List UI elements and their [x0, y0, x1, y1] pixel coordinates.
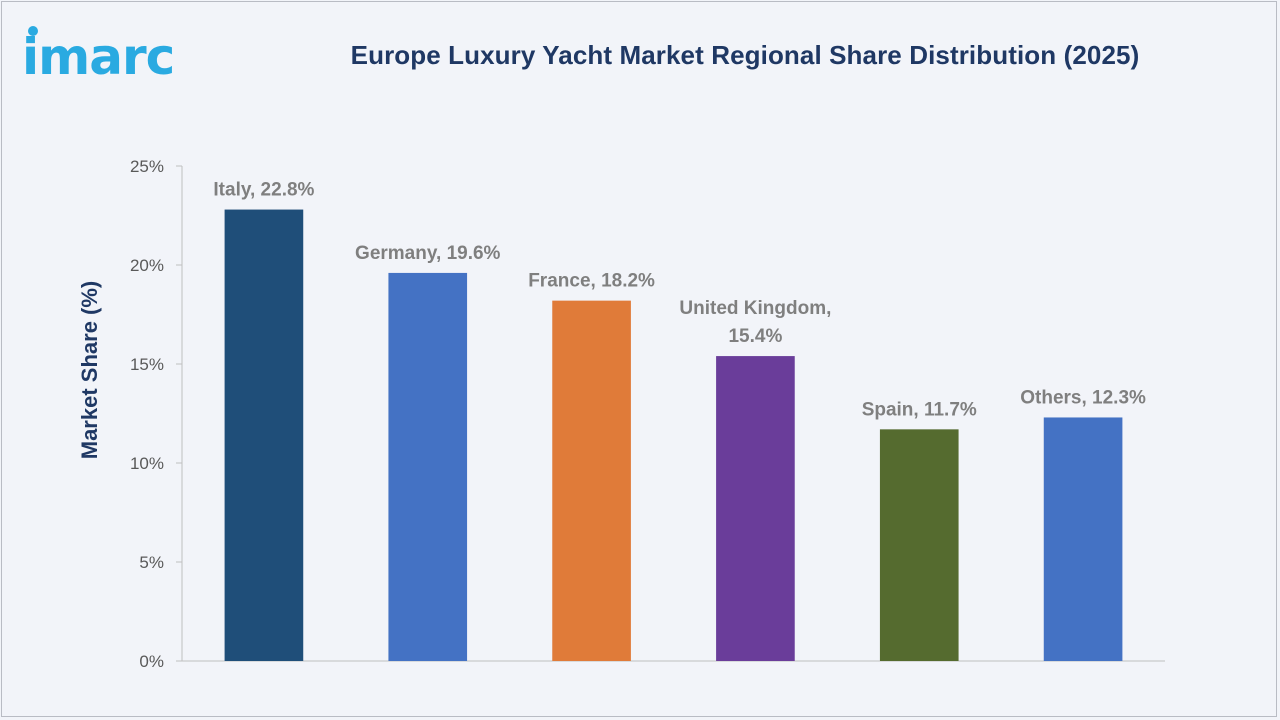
bar-france	[552, 300, 631, 661]
y-tick-label: 25%	[130, 157, 164, 176]
logo-dot	[28, 26, 38, 36]
data-label: Others, 12.3%	[1020, 387, 1146, 408]
data-label: 15.4%	[728, 326, 782, 347]
imarc-logo: imarc	[22, 26, 175, 86]
chart-title: Europe Luxury Yacht Market Regional Shar…	[350, 40, 1140, 70]
y-tick-label: 10%	[130, 454, 164, 473]
data-labels: Italy, 22.8% Germany, 19.6% France, 18.2% U…	[213, 180, 1146, 421]
data-label: United Kingdom,	[679, 298, 831, 319]
bar-united-kingdom	[716, 356, 795, 661]
y-axis-title: Market Share (%)	[77, 281, 102, 460]
bar-italy	[224, 209, 304, 661]
bars	[224, 209, 1123, 661]
axes: 0% 5% 10% 15% 20% 25%	[130, 157, 1165, 671]
data-label: Italy, 22.8%	[213, 180, 314, 201]
bar-germany	[388, 272, 468, 661]
bar-spain	[879, 429, 959, 661]
data-label: Germany, 19.6%	[355, 243, 501, 264]
y-tick-label: 5%	[139, 553, 164, 572]
logo-text: imarc	[22, 28, 174, 86]
y-tick-label: 15%	[130, 355, 164, 374]
y-tick-label: 20%	[130, 256, 164, 275]
data-label: France, 18.2%	[528, 271, 655, 292]
data-label: Spain, 11.7%	[862, 399, 977, 420]
bar-others	[1043, 417, 1123, 661]
y-tick-label: 0%	[139, 652, 164, 671]
